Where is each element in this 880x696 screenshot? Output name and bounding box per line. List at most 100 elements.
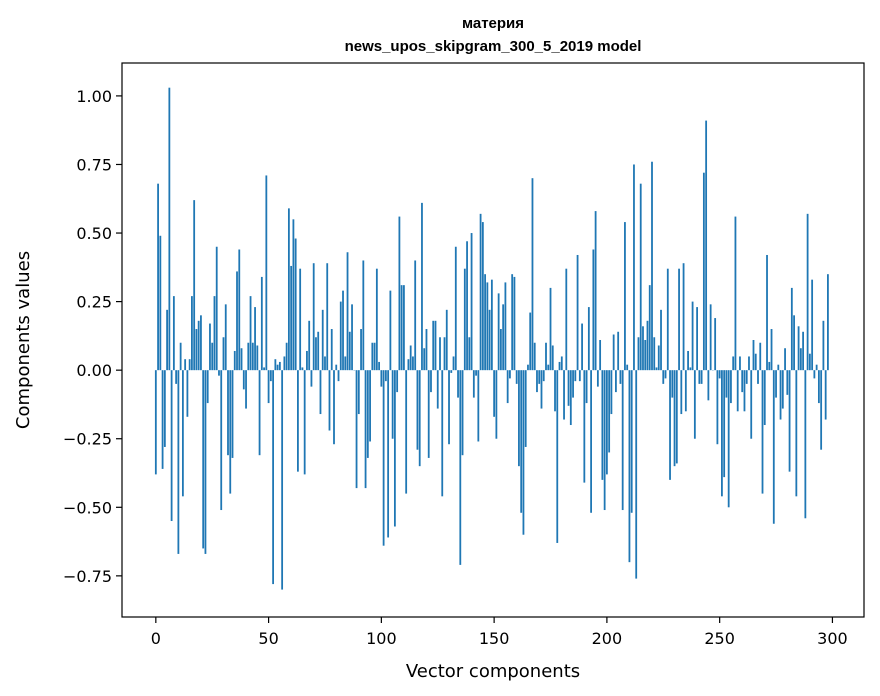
bar-196 (596, 370, 599, 387)
bar-177 (554, 370, 556, 412)
bar-274 (772, 370, 775, 524)
bar-287 (802, 331, 804, 371)
x-tick-label: 150 (479, 629, 510, 648)
bar-1 (157, 183, 159, 371)
bar-77 (328, 370, 331, 431)
bar-210 (628, 370, 631, 563)
bar-78 (330, 329, 333, 371)
bar-65 (301, 367, 304, 371)
bar-217 (644, 340, 647, 371)
bar-224 (660, 309, 662, 371)
bar-286 (799, 348, 802, 371)
bar-19 (197, 320, 200, 371)
bar-76 (326, 263, 329, 371)
bar-52 (272, 370, 274, 585)
bar-94 (366, 370, 369, 458)
bar-231 (675, 370, 678, 464)
bar-28 (218, 370, 220, 376)
bar-198 (601, 370, 604, 480)
bar-68 (308, 320, 311, 371)
bar-47 (260, 276, 263, 371)
bar-121 (427, 370, 430, 458)
bar-221 (653, 337, 656, 371)
bar-156 (506, 370, 509, 404)
bar-259 (739, 356, 741, 371)
bar-114 (412, 356, 414, 371)
x-tick-label: 100 (366, 629, 397, 648)
bar-45 (256, 345, 259, 371)
bar-120 (425, 329, 428, 371)
bar-105 (391, 370, 394, 439)
chart-title-line-2: news_upos_skipgram_300_5_2019 model (345, 38, 642, 55)
bar-72 (317, 331, 320, 371)
bar-174 (547, 364, 550, 371)
bar-24 (209, 323, 211, 371)
bar-159 (513, 276, 516, 371)
bar-80 (335, 364, 338, 371)
bar-266 (754, 353, 757, 371)
bar-67 (306, 350, 308, 371)
bar-131 (450, 370, 453, 373)
bar-54 (276, 364, 279, 371)
x-tick-label: 250 (704, 629, 735, 648)
x-tick-label: 200 (592, 629, 623, 648)
bar-58 (285, 342, 288, 371)
bar-158 (511, 274, 514, 371)
bar-170 (538, 370, 541, 384)
bar-130 (448, 370, 450, 445)
bar-61 (292, 219, 295, 371)
bar-15 (188, 359, 191, 371)
bar-230 (673, 370, 676, 467)
bar-110 (403, 285, 405, 371)
bar-150 (493, 370, 496, 417)
bar-37 (238, 249, 241, 371)
bar-267 (757, 370, 759, 384)
bar-87 (351, 304, 353, 371)
bar-185 (572, 370, 574, 398)
bar-264 (750, 370, 753, 439)
bar-64 (299, 268, 302, 371)
bar-39 (242, 370, 245, 390)
bar-48 (263, 367, 265, 371)
bar-30 (222, 337, 225, 371)
bar-215 (639, 183, 642, 371)
bar-155 (504, 282, 507, 371)
x-axis-label: Vector components (406, 661, 580, 682)
bar-50 (267, 370, 270, 404)
bar-115 (414, 260, 417, 371)
bar-143 (477, 370, 480, 442)
bar-262 (745, 370, 748, 384)
bar-136 (461, 370, 464, 456)
bar-62 (294, 238, 297, 371)
bar-2 (159, 235, 162, 371)
bars-group (154, 87, 829, 590)
bar-82 (339, 301, 342, 371)
bar-235 (684, 370, 687, 412)
bar-171 (540, 370, 543, 409)
bar-73 (319, 370, 322, 415)
bar-118 (421, 202, 423, 371)
bar-260 (741, 370, 744, 393)
bar-81 (337, 370, 340, 382)
bar-187 (576, 254, 579, 371)
bar-218 (646, 320, 649, 371)
y-tick-label: 0.25 (76, 293, 112, 312)
bar-161 (518, 370, 520, 467)
bar-200 (605, 370, 608, 475)
bar-288 (804, 370, 807, 519)
bar-22 (204, 370, 207, 554)
bar-57 (283, 356, 286, 371)
bar-27 (215, 246, 218, 371)
bar-277 (779, 370, 782, 420)
bar-112 (407, 359, 410, 371)
bar-258 (736, 370, 739, 412)
bar-296 (822, 320, 825, 371)
bar-138 (466, 241, 468, 371)
bar-222 (655, 367, 658, 371)
bar-269 (761, 370, 764, 494)
bar-102 (384, 370, 387, 382)
bar-148 (488, 309, 491, 371)
bar-17 (193, 200, 196, 371)
bar-291 (811, 279, 814, 371)
bar-96 (371, 342, 374, 371)
